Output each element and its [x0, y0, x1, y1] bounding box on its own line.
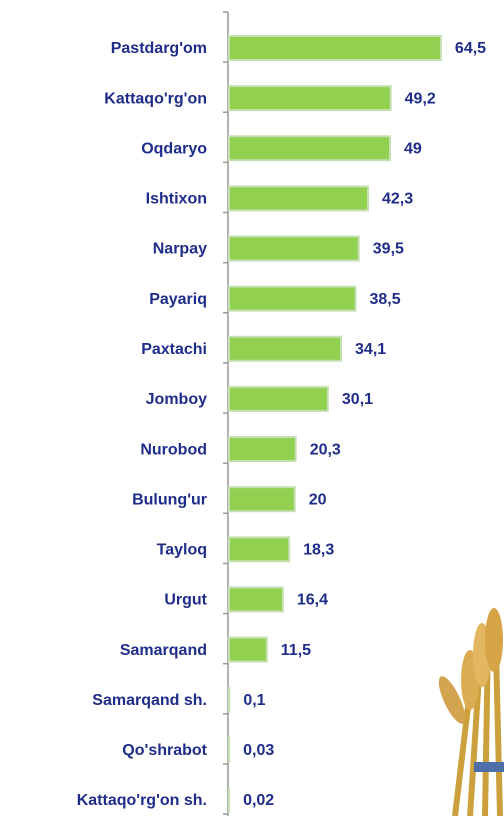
category-label: Paxtachi	[141, 341, 207, 358]
value-label: 20,3	[310, 441, 341, 458]
bar	[228, 185, 369, 212]
bar	[228, 235, 360, 262]
category-label: Samarqand sh.	[92, 692, 207, 709]
value-label: 30,1	[342, 391, 373, 408]
value-label: 0,02	[243, 792, 274, 809]
value-label: 39,5	[373, 241, 404, 258]
bar	[228, 335, 343, 362]
category-label: Pastdarg'om	[111, 40, 207, 57]
category-label: Narpay	[153, 241, 207, 258]
bar	[228, 586, 284, 613]
value-label: 0,03	[243, 742, 274, 759]
category-label: Jomboy	[146, 391, 207, 408]
category-label: Qo'shrabot	[122, 742, 207, 759]
bar	[228, 35, 442, 61]
category-label: Bulung'ur	[132, 491, 207, 508]
bar	[228, 285, 357, 312]
wheat-decoration	[438, 608, 504, 816]
bar	[228, 85, 392, 112]
category-label: Payariq	[149, 291, 207, 308]
category-label: Urgut	[164, 592, 207, 609]
category-label: Ishtixon	[146, 191, 207, 208]
value-label: 49,2	[405, 90, 436, 107]
bar	[228, 536, 291, 563]
category-label: Tayloq	[157, 542, 207, 559]
value-label: 38,5	[370, 291, 401, 308]
value-label: 34,1	[355, 341, 386, 358]
value-label: 0,1	[243, 692, 265, 709]
category-label: Nurobod	[140, 441, 207, 458]
value-label: 20	[309, 491, 327, 508]
category-label: Kattaqo'rg'on sh.	[77, 792, 207, 809]
category-label: Kattaqo'rg'on	[104, 90, 207, 107]
value-label: 42,3	[382, 191, 413, 208]
category-label: Oqdaryo	[141, 140, 207, 157]
bar	[228, 135, 391, 162]
bar	[228, 436, 297, 463]
value-label: 18,3	[303, 542, 334, 559]
value-label: 64,5	[455, 40, 486, 57]
bar	[228, 385, 329, 412]
value-label: 11,5	[281, 642, 311, 659]
category-label: Samarqand	[120, 642, 207, 659]
value-label: 49	[404, 140, 422, 157]
value-label: 16,4	[297, 592, 328, 609]
bar	[228, 486, 296, 513]
bar	[228, 636, 268, 663]
